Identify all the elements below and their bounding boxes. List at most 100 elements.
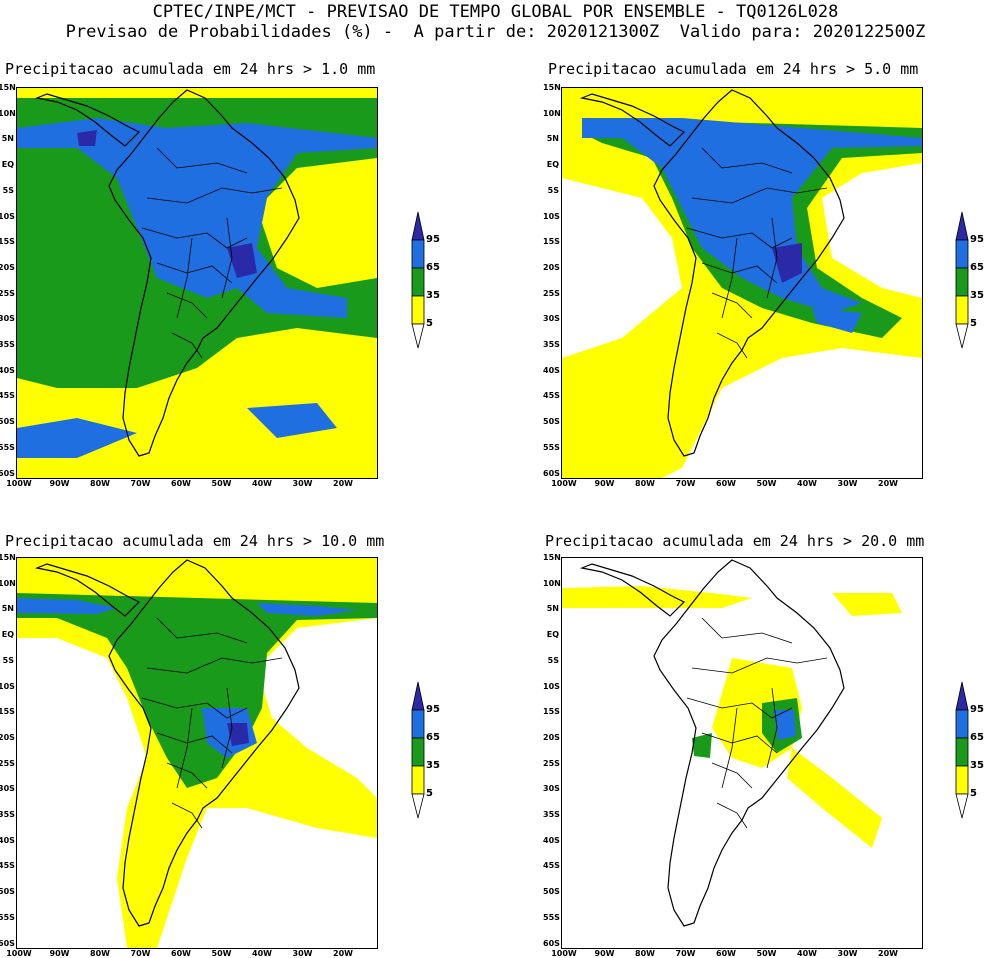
country-border xyxy=(711,762,753,789)
probability-map xyxy=(16,557,378,949)
country-border xyxy=(156,147,248,174)
legend-swatch xyxy=(955,211,969,241)
latitude-label: 55S xyxy=(543,442,560,452)
probability-field xyxy=(772,243,802,283)
longitude-label: 60W xyxy=(171,479,191,488)
latitude-label: 40S xyxy=(543,835,560,845)
legend-label: 5 xyxy=(970,788,977,799)
latitude-label: 5S xyxy=(547,185,559,195)
country-border xyxy=(156,732,233,754)
legend-swatch xyxy=(411,267,425,297)
legend-label: 95 xyxy=(970,704,984,715)
longitude-label: 60W xyxy=(716,949,736,958)
latitude-label: 45S xyxy=(543,391,560,401)
longitude-label: 80W xyxy=(90,949,110,958)
coastline xyxy=(108,89,300,457)
longitude-label: 90W xyxy=(594,949,615,958)
panel-title: Precipitacao acumulada em 24 hrs > 20.0 … xyxy=(545,532,925,550)
longitude-label: 40W xyxy=(797,479,817,488)
longitude-label: 20W xyxy=(333,479,353,488)
longitude-label: 100W xyxy=(551,479,577,488)
latitude-label: 60S xyxy=(0,938,15,948)
longitude-label: 90W xyxy=(594,479,615,488)
country-border xyxy=(701,732,778,754)
legend-label: 65 xyxy=(426,732,440,743)
longitude-label: 70W xyxy=(130,949,151,958)
country-border xyxy=(166,762,208,789)
longitude-label: 70W xyxy=(675,479,696,488)
legend-swatch xyxy=(955,709,969,739)
longitude-label: 80W xyxy=(635,479,655,488)
probability-field xyxy=(17,118,377,318)
longitude-label: 30W xyxy=(292,949,313,958)
latitude-label: 10N xyxy=(543,108,561,118)
latitude-label: EQ xyxy=(1,630,14,640)
latitude-label: EQ xyxy=(1,160,14,170)
probability-legend: 95 65 35 5 xyxy=(954,210,991,350)
legend-label: 95 xyxy=(426,234,440,245)
longitude-label: 20W xyxy=(333,949,353,958)
latitude-label: 25S xyxy=(0,288,15,298)
latitude-label: 45S xyxy=(0,391,15,401)
legend-swatch xyxy=(411,681,425,711)
legend-swatch xyxy=(955,295,969,325)
country-border xyxy=(766,217,778,299)
probability-legend: 95 65 35 5 xyxy=(410,680,450,820)
legend-swatch xyxy=(955,323,969,349)
probability-field xyxy=(247,403,337,438)
country-border xyxy=(176,237,193,319)
country-border xyxy=(146,657,283,674)
longitude-label: 30W xyxy=(837,479,858,488)
latitude-label: 10S xyxy=(543,681,560,691)
probability-map xyxy=(561,557,923,949)
longitude-label: 80W xyxy=(635,949,655,958)
country-border xyxy=(691,187,828,204)
longitude-label: 70W xyxy=(130,479,151,488)
legend-swatch xyxy=(411,737,425,767)
probability-field xyxy=(17,418,137,458)
latitude-label: 45S xyxy=(543,861,560,871)
legend-label: 65 xyxy=(970,732,984,743)
longitude-label: 20W xyxy=(878,949,898,958)
latitude-label: 10S xyxy=(0,211,15,221)
legend-swatch xyxy=(955,681,969,711)
legend-label: 35 xyxy=(426,760,440,771)
latitude-label: 55S xyxy=(543,912,560,922)
probability-legend: 95 65 35 5 xyxy=(954,680,991,820)
longitude-label: 40W xyxy=(797,949,817,958)
panel-title: Precipitacao acumulada em 24 hrs > 10.0 … xyxy=(5,532,385,550)
latitude-label: 30S xyxy=(543,314,560,324)
latitude-label: 5S xyxy=(2,185,14,195)
legend-swatch xyxy=(955,793,969,819)
latitude-label: 25S xyxy=(543,758,560,768)
legend-label: 95 xyxy=(426,704,440,715)
country-border xyxy=(156,617,248,644)
legend-swatch xyxy=(411,709,425,739)
legend-swatch xyxy=(411,793,425,819)
latitude-label: 40S xyxy=(0,835,15,845)
latitude-label: 10S xyxy=(0,681,15,691)
country-border xyxy=(711,292,753,319)
latitude-label: 40S xyxy=(543,365,560,375)
country-border xyxy=(701,262,778,284)
legend-swatch xyxy=(411,295,425,325)
country-border xyxy=(221,687,233,769)
legend-label: 5 xyxy=(426,788,433,799)
panel-title: Precipitacao acumulada em 24 hrs > 5.0 m… xyxy=(548,60,919,78)
coastline xyxy=(579,93,686,147)
probability-field xyxy=(774,710,796,740)
longitude-label: 50W xyxy=(211,479,232,488)
longitude-label: 50W xyxy=(756,949,777,958)
latitude-label: 35S xyxy=(543,810,560,819)
latitude-label: 35S xyxy=(543,340,560,349)
legend-swatch xyxy=(955,239,969,269)
header-subtitle: Previsao de Probabilidades (%) - A parti… xyxy=(65,22,926,42)
coastline xyxy=(653,89,845,457)
probability-field xyxy=(77,130,97,146)
latitude-label: 5S xyxy=(547,655,559,665)
longitude-label: 90W xyxy=(49,479,70,488)
legend-label: 95 xyxy=(970,234,984,245)
latitude-label: 30S xyxy=(0,314,15,324)
latitude-label: 45S xyxy=(0,861,15,871)
latitude-label: 55S xyxy=(0,912,15,922)
